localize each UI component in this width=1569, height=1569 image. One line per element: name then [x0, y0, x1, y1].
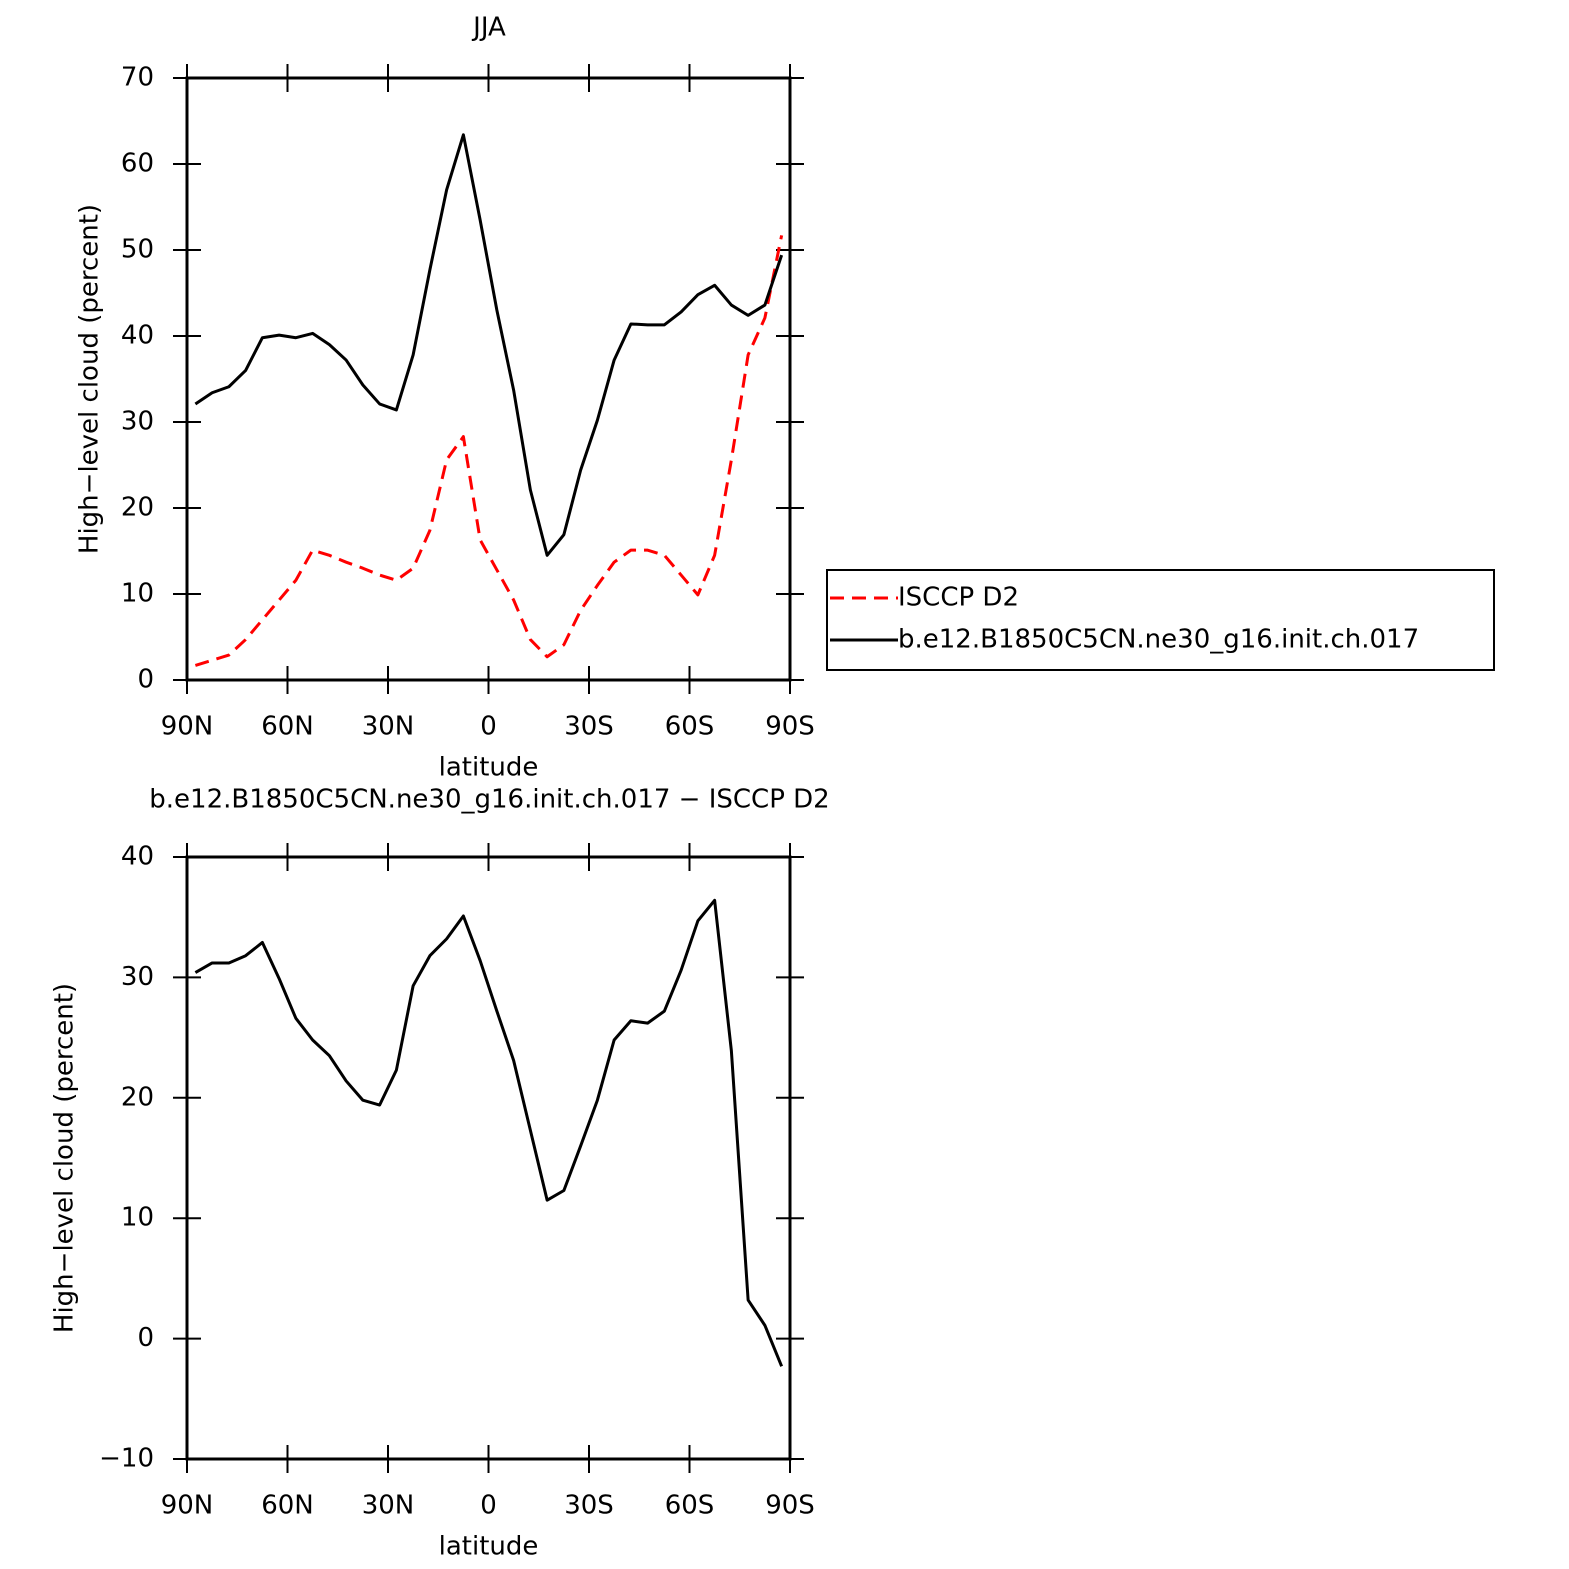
x-tick-label: 90S: [765, 712, 815, 742]
y-tick-label: 10: [121, 1203, 154, 1233]
legend-label: b.e12.B1850C5CN.ne30_g16.init.ch.017: [898, 625, 1419, 655]
y-tick-label: 40: [121, 321, 154, 351]
y-tick-label: 50: [121, 235, 154, 265]
y-tick-label: 70: [121, 63, 154, 93]
x-axis-label: latitude: [439, 753, 539, 783]
x-tick-label: 30S: [564, 712, 614, 742]
legend-label: ISCCP D2: [898, 583, 1019, 613]
x-tick-label: 60S: [665, 1491, 715, 1521]
data-line: [194, 133, 784, 557]
y-tick-label: 60: [121, 149, 154, 179]
x-tick-label: 30S: [564, 1491, 614, 1521]
y-tick-label: 10: [121, 579, 154, 609]
y-axis-label: High−level cloud (percent): [50, 983, 80, 1333]
x-tick-label: 0: [480, 1491, 497, 1521]
y-tick-label: 0: [137, 665, 154, 695]
x-tick-label: 60N: [261, 712, 314, 742]
chart-title: b.e12.B1850C5CN.ne30_g16.init.ch.017 − I…: [149, 785, 829, 815]
y-tick-label: −10: [99, 1444, 154, 1474]
x-tick-label: 30N: [362, 1491, 415, 1521]
y-tick-label: 40: [121, 842, 154, 872]
legend-box: [826, 569, 1495, 671]
y-tick-label: 20: [121, 493, 154, 523]
x-tick-label: 90S: [765, 1491, 815, 1521]
x-tick-label: 60S: [665, 712, 715, 742]
x-tick-label: 90N: [161, 712, 214, 742]
data-line: [194, 235, 784, 667]
x-tick-label: 60N: [261, 1491, 314, 1521]
y-tick-label: 30: [121, 407, 154, 437]
chart-title: JJA: [471, 13, 506, 43]
y-tick-label: 20: [121, 1082, 154, 1112]
x-tick-label: 0: [480, 712, 497, 742]
data-line: [194, 898, 784, 1367]
y-axis-label: High−level cloud (percent): [75, 204, 105, 554]
y-tick-label: 0: [137, 1323, 154, 1353]
x-tick-label: 90N: [161, 1491, 214, 1521]
x-axis-label: latitude: [439, 1532, 539, 1562]
x-tick-label: 30N: [362, 712, 415, 742]
y-tick-label: 30: [121, 962, 154, 992]
plot-frame: [185, 855, 792, 1461]
